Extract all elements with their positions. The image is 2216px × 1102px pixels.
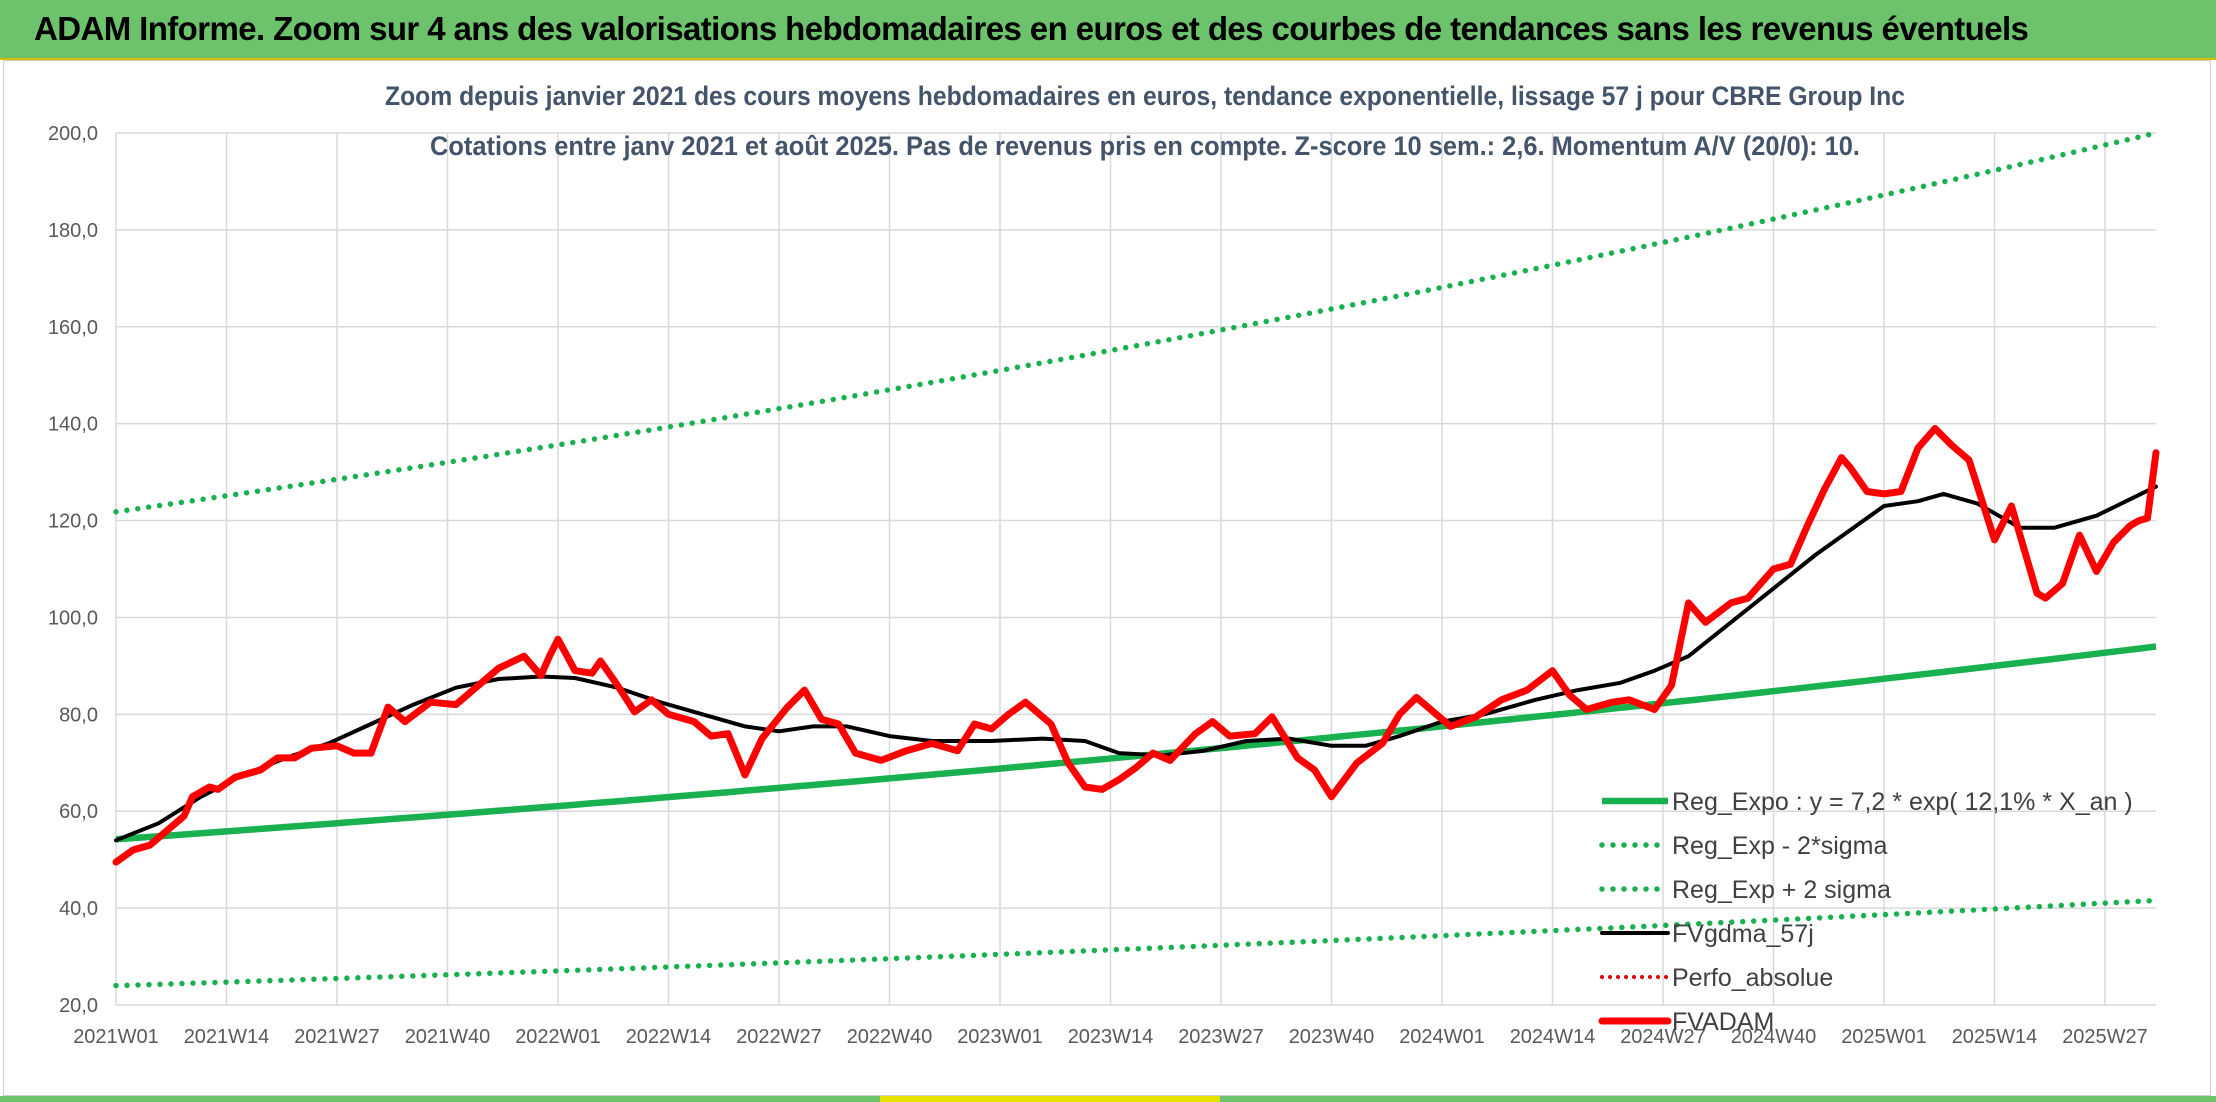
- y-tick-label: 80,0: [59, 704, 98, 726]
- chart-subtitle: Cotations entre janv 2021 et août 2025. …: [430, 131, 1860, 161]
- x-tick-label: 2023W40: [1289, 1026, 1375, 1048]
- series-layer: [112, 130, 2160, 989]
- legend-label: Reg_Exp + 2 sigma: [1672, 876, 1891, 904]
- x-tick-label: 2021W40: [405, 1026, 491, 1048]
- x-tick-label: 2021W27: [294, 1026, 380, 1048]
- x-tick-label: 2023W14: [1068, 1026, 1154, 1048]
- y-tick-label: 60,0: [59, 801, 98, 823]
- chart-titles: Zoom depuis janvier 2021 des cours moyen…: [385, 81, 1905, 161]
- y-tick-label: 180,0: [48, 220, 98, 242]
- x-tick-label: 2022W40: [847, 1026, 933, 1048]
- chart-frame: 20,0 40,0 60,0 80,0 100,0 120,0 140,0 160,0 180,…: [3, 60, 2211, 1096]
- x-tick-label: 2023W01: [957, 1026, 1043, 1048]
- x-tick-label: 2025W27: [2062, 1026, 2148, 1048]
- series-line-1: [113, 897, 2159, 989]
- x-tick-label: 2024W14: [1510, 1026, 1596, 1048]
- grid-lines: [115, 132, 2156, 1006]
- legend-label: FVADAM: [1672, 1008, 1774, 1036]
- x-tick-label: 2022W14: [626, 1026, 712, 1048]
- y-tick-label: 40,0: [59, 898, 98, 920]
- x-tick-label: 2023W27: [1178, 1026, 1264, 1048]
- y-tick-label: 140,0: [48, 414, 98, 436]
- series-line-0: [115, 643, 2157, 843]
- x-tick-label: 2021W14: [184, 1026, 270, 1048]
- x-axis: 2021W01 2021W14 2021W27 2021W40 2022W01 2022W…: [73, 1026, 2148, 1048]
- chart-title: Zoom depuis janvier 2021 des cours moyen…: [385, 81, 1905, 111]
- legend: Reg_Expo : y = 7,2 * exp( 12,1% * X_an )…: [1598, 788, 2133, 1036]
- x-tick-label: 2021W01: [73, 1026, 159, 1048]
- y-tick-label: 160,0: [48, 317, 98, 339]
- report-title: ADAM Informe. Zoom sur 4 ans des valoris…: [34, 10, 2029, 47]
- legend-label: Reg_Exp - 2*sigma: [1672, 832, 1887, 860]
- x-tick-label: 2022W01: [515, 1026, 601, 1048]
- legend-label: Perfo_absolue: [1672, 964, 1833, 992]
- y-tick-label: 20,0: [59, 995, 98, 1017]
- x-tick-label: 2024W27: [1620, 1026, 1706, 1048]
- legend-label: Reg_Expo : y = 7,2 * exp( 12,1% * X_an ): [1672, 788, 2133, 816]
- x-tick-label: 2025W14: [1952, 1026, 2038, 1048]
- y-tick-label: 120,0: [48, 511, 98, 533]
- y-tick-label: 200,0: [48, 123, 98, 145]
- report-banner: ADAM Informe. Zoom sur 4 ans des valoris…: [0, 0, 2216, 60]
- bottom-accent: [880, 1096, 1220, 1102]
- line-chart: 20,0 40,0 60,0 80,0 100,0 120,0 140,0 160,0 180,…: [48, 81, 2160, 1048]
- series-line-2: [113, 130, 2159, 515]
- x-tick-label: 2024W01: [1399, 1026, 1485, 1048]
- y-tick-label: 100,0: [48, 607, 98, 629]
- y-axis: 20,0 40,0 60,0 80,0 100,0 120,0 140,0 160,0 180,…: [48, 123, 98, 1017]
- x-tick-label: 2025W01: [1841, 1026, 1927, 1048]
- series-line-5: [112, 425, 2160, 866]
- x-tick-label: 2024W40: [1731, 1026, 1817, 1048]
- legend-label: FVgdma_57j: [1672, 920, 1814, 948]
- x-tick-label: 2022W27: [736, 1026, 822, 1048]
